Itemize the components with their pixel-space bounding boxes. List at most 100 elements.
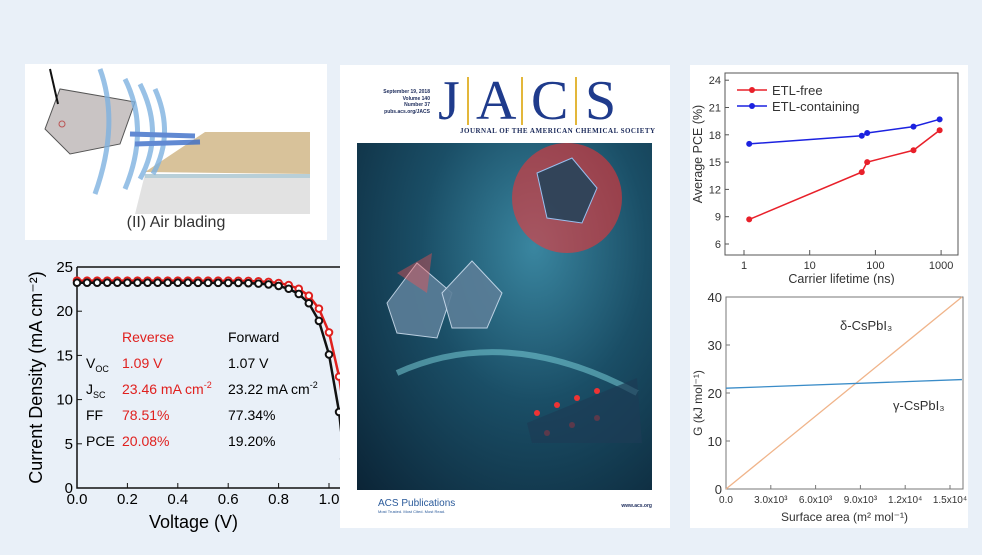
series-line (725, 296, 963, 490)
data-point (193, 278, 203, 288)
x-tick-label: 1.2x10⁴ (888, 495, 922, 506)
data-point (213, 278, 223, 288)
series-label-gamma: γ-CsPbI₃ (893, 398, 945, 413)
cover-url: pubs.acs.org/JACS (384, 108, 430, 115)
y-tick-label: 30 (708, 338, 722, 353)
free-energy-chart: 0 10 20 30 40 0.0 3.0x10³ 6.0x10³ 9.0x10³ 1.2x10⁴… (691, 290, 967, 524)
x-axis-label: Surface area (m² mol⁻¹) (781, 510, 908, 524)
legend-label: ETL-containing (772, 99, 859, 114)
air-blade-illustration (44, 68, 310, 214)
jacs-letter: J (438, 70, 460, 132)
y-tick-label: 9 (715, 212, 721, 224)
data-point (324, 328, 334, 337)
data-point (264, 280, 273, 289)
cover-date: September 19, 2018 (383, 89, 430, 95)
legend-marker (749, 87, 755, 93)
pce-lifetime-panel: 6 9 12 15 18 21 24 1 10 100 1000 Carrier lifetime (… (690, 65, 968, 286)
jacs-letter: C (531, 70, 569, 132)
y-tick-label: 20 (56, 303, 73, 320)
x-tick-label: 100 (866, 260, 884, 272)
publisher-website: www.acs.org (621, 503, 652, 509)
table-header-reverse: Reverse (122, 329, 174, 345)
y-axis-label: Current Density (mA cm⁻²) (26, 271, 46, 484)
data-point (102, 278, 112, 288)
y-tick-label: 25 (56, 259, 73, 276)
forward-value: 77.34% (228, 407, 275, 423)
data-point (864, 159, 871, 166)
y-tick-label: 18 (709, 130, 721, 142)
x-tick-label: 1 (741, 260, 747, 272)
y-tick-label: 0 (65, 480, 73, 497)
x-tick-label: 0.0 (719, 495, 733, 506)
x-tick-label: 0.4 (167, 491, 188, 508)
data-point (203, 278, 213, 288)
superscript: -2 (204, 380, 212, 390)
row-label: FF (86, 407, 103, 423)
y-tick-label: 40 (708, 290, 722, 305)
data-point (314, 316, 324, 326)
series-line (725, 378, 962, 389)
data-point (746, 140, 753, 147)
air-blading-caption: (II) Air blading (126, 214, 226, 231)
data-point (294, 289, 304, 299)
y-tick-label: 0 (715, 482, 722, 497)
y-axis-label: Average PCE (%) (691, 105, 705, 203)
data-point (858, 132, 865, 139)
data-point (314, 304, 324, 313)
journal-subtitle: JOURNAL OF THE AMERICAN CHEMICAL SOCIETY (460, 127, 656, 135)
x-tick-label: 1000 (929, 260, 953, 272)
data-point (183, 278, 193, 288)
y-tick-label: 5 (65, 436, 73, 453)
data-point (153, 278, 162, 288)
series-line (748, 129, 941, 221)
series-line (749, 118, 940, 145)
data-point (746, 216, 753, 223)
data-point (113, 278, 122, 288)
cover-issue-info: September 19, 2018 Volume 140 Number 37 … (368, 89, 430, 115)
plot-frame (724, 72, 959, 256)
y-tick-label: 15 (56, 347, 73, 364)
reverse-value: 23.46 mA cm-2 (122, 380, 212, 397)
row-label-subscript: SC (93, 390, 106, 400)
data-point (254, 279, 263, 288)
y-tick-label: 21 (709, 103, 721, 115)
data-point (936, 116, 943, 123)
data-point (133, 278, 142, 288)
x-tick-label: 0.2 (117, 491, 138, 508)
y-tick-label: 10 (56, 392, 73, 409)
perovskite-illustration (386, 143, 642, 443)
data-point (163, 278, 173, 288)
data-point (304, 298, 314, 308)
reverse-value: 20.08% (122, 433, 169, 449)
cover-artwork (357, 143, 652, 490)
series-label-delta: δ-CsPbI₃ (840, 318, 892, 333)
data-point (324, 350, 334, 359)
x-tick-label: 9.0x10³ (844, 495, 878, 506)
x-tick-label: 0.8 (268, 491, 289, 508)
jacs-letter: S (585, 70, 617, 132)
data-point (244, 278, 253, 288)
data-point (910, 147, 917, 154)
y-axis-label: G (kJ mol⁻¹) (691, 370, 705, 436)
x-tick-label: 0.0 (67, 491, 88, 508)
y-tick-label: 12 (709, 184, 721, 196)
data-point (304, 291, 314, 301)
reverse-value: 1.09 V (122, 355, 163, 371)
data-point (274, 281, 283, 291)
y-tick-label: 20 (708, 386, 722, 401)
reverse-value: 78.51% (122, 407, 169, 423)
row-label: JSC (86, 381, 106, 400)
y-tick-label: 24 (709, 75, 721, 87)
publisher-tagline: Most Trusted. Most Cited. Most Read. (378, 509, 446, 514)
y-tick-label: 10 (708, 434, 722, 449)
data-point (123, 278, 132, 288)
y-tick-label: 15 (709, 157, 721, 169)
pce-lifetime-chart: 6 9 12 15 18 21 24 1 10 100 1000 Carrier lifetime (… (691, 72, 959, 286)
data-point (858, 169, 865, 176)
cover-volume: Volume 140 (402, 95, 430, 102)
jacs-letter: A (476, 70, 517, 132)
x-tick-label: 1.0 (319, 491, 340, 508)
x-axis-label: Carrier lifetime (ns) (788, 272, 894, 285)
forward-value: 23.22 mA cm-2 (228, 380, 318, 397)
jacs-divider (521, 77, 523, 125)
